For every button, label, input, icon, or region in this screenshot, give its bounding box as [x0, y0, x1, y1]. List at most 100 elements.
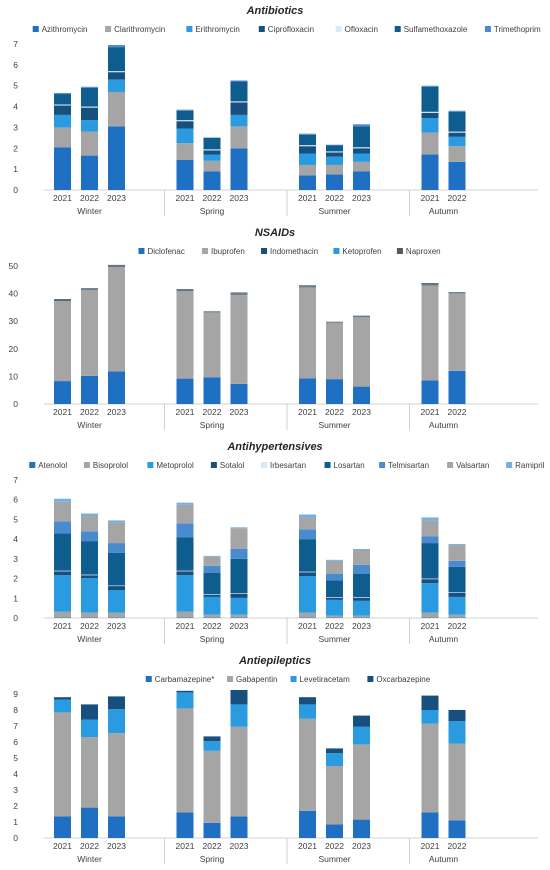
- bar-segment-valsartan: [54, 501, 71, 522]
- legend-swatch-indomethacin: [261, 248, 268, 254]
- bar-segment-gabapentin: [81, 737, 98, 808]
- bar-segment-sotalol: [230, 593, 248, 598]
- bar-segment-bisoprolol: [353, 615, 370, 618]
- bar-segment-valsartan: [299, 517, 316, 530]
- y-tick-label: 5: [13, 81, 18, 91]
- bar-segment-losartan: [81, 541, 98, 575]
- y-tick-label: 2: [13, 574, 18, 584]
- season-label-summer: Summer: [318, 634, 350, 644]
- chart-antibiotics: Antibiotics Azithromycin Clarithromycin Eri…: [0, 0, 550, 222]
- bar-segment-metoprolol: [299, 576, 316, 613]
- legend-swatch-metoprolol: [147, 462, 154, 468]
- bar-segment-diclofenac: [81, 375, 98, 404]
- legend-label-trimethoprim: Trimethoprim: [494, 25, 541, 34]
- bar-segment-diclofenac: [326, 379, 343, 404]
- bar-segment-ciprofloxacin: [326, 152, 343, 157]
- y-tick-label: 4: [13, 534, 18, 544]
- x-tick-label: 2023: [230, 193, 249, 203]
- bar-segment-valsartan: [230, 528, 248, 549]
- bar-segment-irbesartan: [230, 593, 248, 594]
- bar-segment-valsartan: [81, 515, 98, 532]
- bar-segment-indomethacin: [54, 300, 71, 302]
- y-tick-label: 1: [13, 817, 18, 827]
- bar-segment-bisoprolol: [176, 611, 194, 618]
- bar-segment-carbamazepine: [54, 816, 71, 838]
- chart-nsaids: NSAIDs Diclofenac Ibuprofen Indomethacin Ket…: [0, 222, 550, 436]
- bar-segment-bisoprolol: [326, 615, 343, 618]
- x-tick-label: 2023: [107, 841, 126, 851]
- legend-label-atenolol: Atenolol: [38, 461, 67, 470]
- x-tick-label: 2022: [325, 841, 344, 851]
- legend-label-naproxen: Naproxen: [406, 247, 441, 256]
- chart-antihypertensives: Antihypertensives Atenolol Bisoprolol Metop…: [0, 436, 550, 650]
- bar-segment-ciprofloxacin: [230, 102, 248, 115]
- bar-segment-azithromycin: [326, 174, 343, 190]
- y-tick-label: 3: [13, 785, 18, 795]
- bar-segment-ibuprofen: [108, 266, 125, 372]
- bar-segment-oxcarbazepine: [81, 704, 98, 720]
- season-label-winter: Winter: [77, 854, 102, 864]
- legend-label-levetiracetam: Levetiracetam: [300, 675, 351, 684]
- bar-segment-naproxen: [421, 283, 439, 285]
- bar-segment-ibuprofen: [421, 285, 439, 381]
- season-label-autumn: Autumn: [429, 420, 459, 430]
- nsaids-svg: NSAIDs Diclofenac Ibuprofen Indomethacin Ket…: [9, 227, 538, 430]
- bar-segment-sulfamethoxazole: [108, 47, 125, 72]
- bar-segment-bisoprolol: [448, 614, 466, 618]
- x-tick-label: 2021: [176, 841, 195, 851]
- bar-segment-ofloxacin: [230, 101, 248, 103]
- bar-segment-clarithromycin: [299, 164, 316, 176]
- bar-segment-diclofenac: [448, 370, 466, 404]
- legend-swatch-levetiracetam: [290, 676, 297, 682]
- legend-swatch-sotalol: [210, 462, 217, 468]
- x-tick-label: 2023: [352, 193, 371, 203]
- bar-segment-indomethacin: [176, 290, 194, 292]
- legend-swatch-sulfamethoxazole: [394, 26, 401, 32]
- bar-segment-losartan: [421, 543, 439, 579]
- legend-swatch-ketoprofen: [333, 248, 340, 254]
- chart-antiepileptics: Antiepileptics Carbamazepine* Gabapentin Le…: [0, 650, 550, 870]
- bar-segment-ibuprofen: [81, 289, 98, 376]
- y-tick-label: 6: [13, 495, 18, 505]
- bar-segment-ibuprofen: [326, 322, 343, 380]
- bar-segment-carbamazepine: [108, 816, 125, 838]
- bar-segment-ofloxacin: [421, 111, 439, 113]
- bar-segment-ibuprofen: [176, 291, 194, 379]
- bar-segment-sulfamethoxazole: [81, 87, 98, 107]
- bar-segment-levetiracetam: [176, 692, 194, 709]
- bar-segment-metoprolol: [176, 575, 194, 612]
- bar-segment-oxcarbazepine: [54, 697, 71, 700]
- bar-segment-sotalol: [81, 575, 98, 579]
- y-tick-label: 10: [9, 371, 19, 381]
- legend-label-clarithromycin: Clarithromycin: [114, 25, 165, 34]
- bar-segment-levetiracetam: [81, 719, 98, 738]
- bar-segment-ciprofloxacin: [176, 121, 194, 129]
- bar-segment-naproxen: [81, 288, 98, 289]
- bar-segment-metoprolol: [81, 578, 98, 613]
- bar-segment-carbamazepine: [230, 816, 248, 838]
- antibiotics-legend: Azithromycin Clarithromycin Erithromycin Ci…: [32, 25, 541, 34]
- legend-swatch-clarithromycin: [105, 26, 112, 32]
- bar-segment-trimethoprim: [176, 109, 194, 111]
- bar-segment-gabapentin: [353, 744, 370, 820]
- bar-segment-valsartan: [353, 549, 370, 565]
- bar-segment-ofloxacin: [299, 145, 316, 147]
- bar-segment-ofloxacin: [448, 131, 466, 133]
- y-tick-label: 2: [13, 801, 18, 811]
- bar-segment-irbesartan: [299, 571, 316, 573]
- legend-label-irbesartan: Irbesartan: [270, 461, 306, 470]
- bar-segment-irbesartan: [203, 594, 221, 595]
- bar-segment-telmisartan: [81, 531, 98, 542]
- bar-segment-erithromycin: [176, 128, 194, 144]
- legend-label-erithromycin: Erithromycin: [195, 25, 239, 34]
- bar-segment-sotalol: [299, 572, 316, 577]
- bar-segment-oxcarbazepine: [326, 748, 343, 754]
- bar-segment-ramipril: [81, 513, 98, 516]
- legend-label-ketoprofen: Ketoprofen: [342, 247, 381, 256]
- bar-segment-clarithromycin: [421, 132, 439, 155]
- season-label-summer: Summer: [318, 854, 350, 864]
- x-tick-label: 2022: [203, 841, 222, 851]
- bar-segment-naproxen: [448, 292, 466, 294]
- bar-segment-gabapentin: [230, 726, 248, 817]
- bar-segment-telmisartan: [108, 543, 125, 553]
